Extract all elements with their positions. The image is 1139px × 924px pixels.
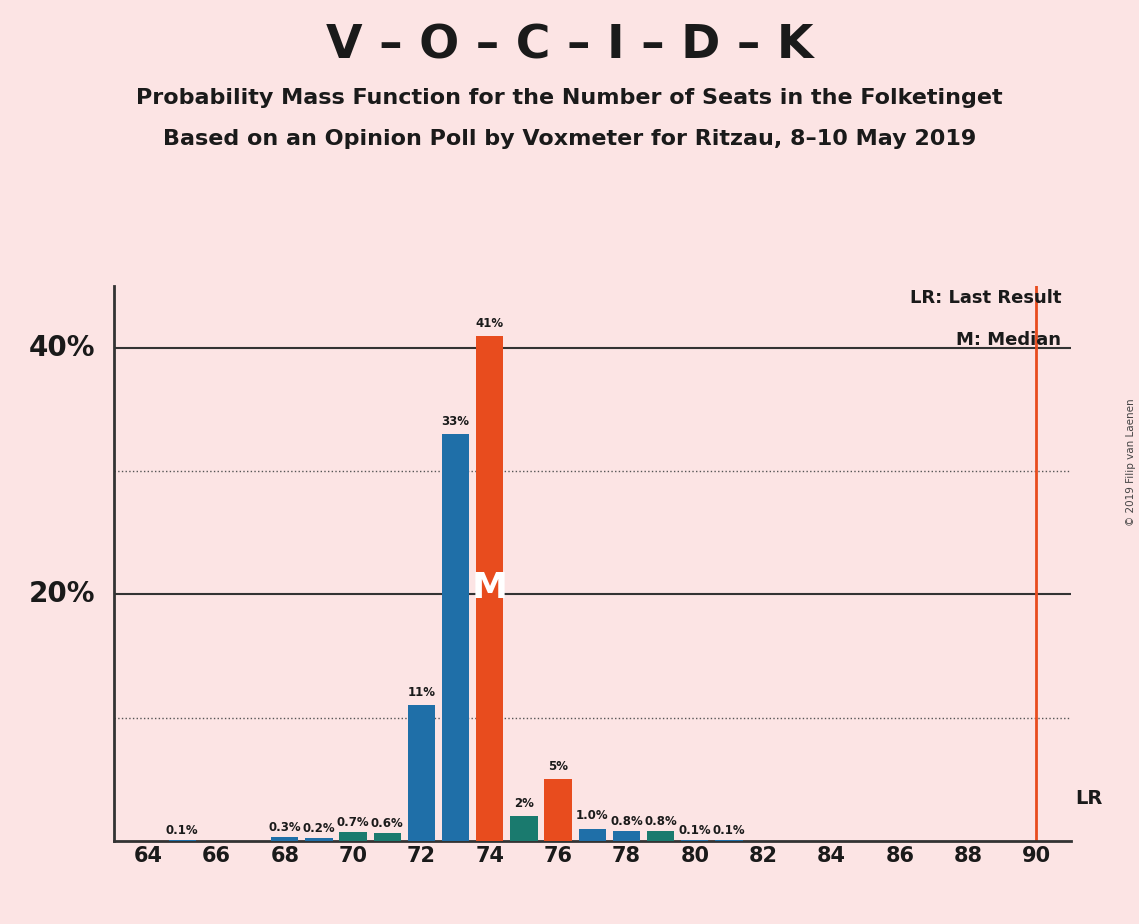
Bar bbox=[510, 816, 538, 841]
Text: 20%: 20% bbox=[28, 580, 95, 608]
Bar bbox=[544, 779, 572, 841]
Text: 2%: 2% bbox=[514, 797, 534, 810]
Text: 1.0%: 1.0% bbox=[576, 809, 608, 822]
Text: 0.7%: 0.7% bbox=[337, 816, 369, 829]
Text: M: M bbox=[472, 571, 508, 605]
Bar bbox=[613, 831, 640, 841]
Text: 0.1%: 0.1% bbox=[713, 823, 745, 836]
Bar bbox=[647, 831, 674, 841]
Bar bbox=[374, 833, 401, 841]
Text: 41%: 41% bbox=[476, 317, 503, 330]
Bar bbox=[169, 840, 196, 841]
Bar bbox=[408, 705, 435, 841]
Text: 0.6%: 0.6% bbox=[371, 818, 403, 831]
Text: LR: LR bbox=[1075, 788, 1103, 808]
Text: 0.1%: 0.1% bbox=[166, 823, 198, 836]
Text: 33%: 33% bbox=[442, 415, 469, 428]
Text: 11%: 11% bbox=[408, 687, 435, 699]
Text: 0.3%: 0.3% bbox=[269, 821, 301, 834]
Bar bbox=[271, 837, 298, 841]
Text: © 2019 Filip van Laenen: © 2019 Filip van Laenen bbox=[1126, 398, 1136, 526]
Text: V – O – C – I – D – K: V – O – C – I – D – K bbox=[326, 23, 813, 68]
Text: Probability Mass Function for the Number of Seats in the Folketinget: Probability Mass Function for the Number… bbox=[137, 88, 1002, 108]
Text: 40%: 40% bbox=[28, 334, 95, 362]
Bar bbox=[476, 335, 503, 841]
Bar bbox=[715, 840, 743, 841]
Text: 0.8%: 0.8% bbox=[611, 815, 642, 828]
Bar bbox=[681, 840, 708, 841]
Text: 0.1%: 0.1% bbox=[679, 823, 711, 836]
Text: Based on an Opinion Poll by Voxmeter for Ritzau, 8–10 May 2019: Based on an Opinion Poll by Voxmeter for… bbox=[163, 129, 976, 150]
Bar bbox=[442, 434, 469, 841]
Bar bbox=[339, 833, 367, 841]
Bar bbox=[305, 838, 333, 841]
Text: M: Median: M: Median bbox=[956, 331, 1062, 348]
Text: 0.2%: 0.2% bbox=[303, 822, 335, 835]
Text: LR: Last Result: LR: Last Result bbox=[910, 289, 1062, 307]
Text: 0.8%: 0.8% bbox=[645, 815, 677, 828]
Text: 5%: 5% bbox=[548, 760, 568, 773]
Bar bbox=[579, 829, 606, 841]
